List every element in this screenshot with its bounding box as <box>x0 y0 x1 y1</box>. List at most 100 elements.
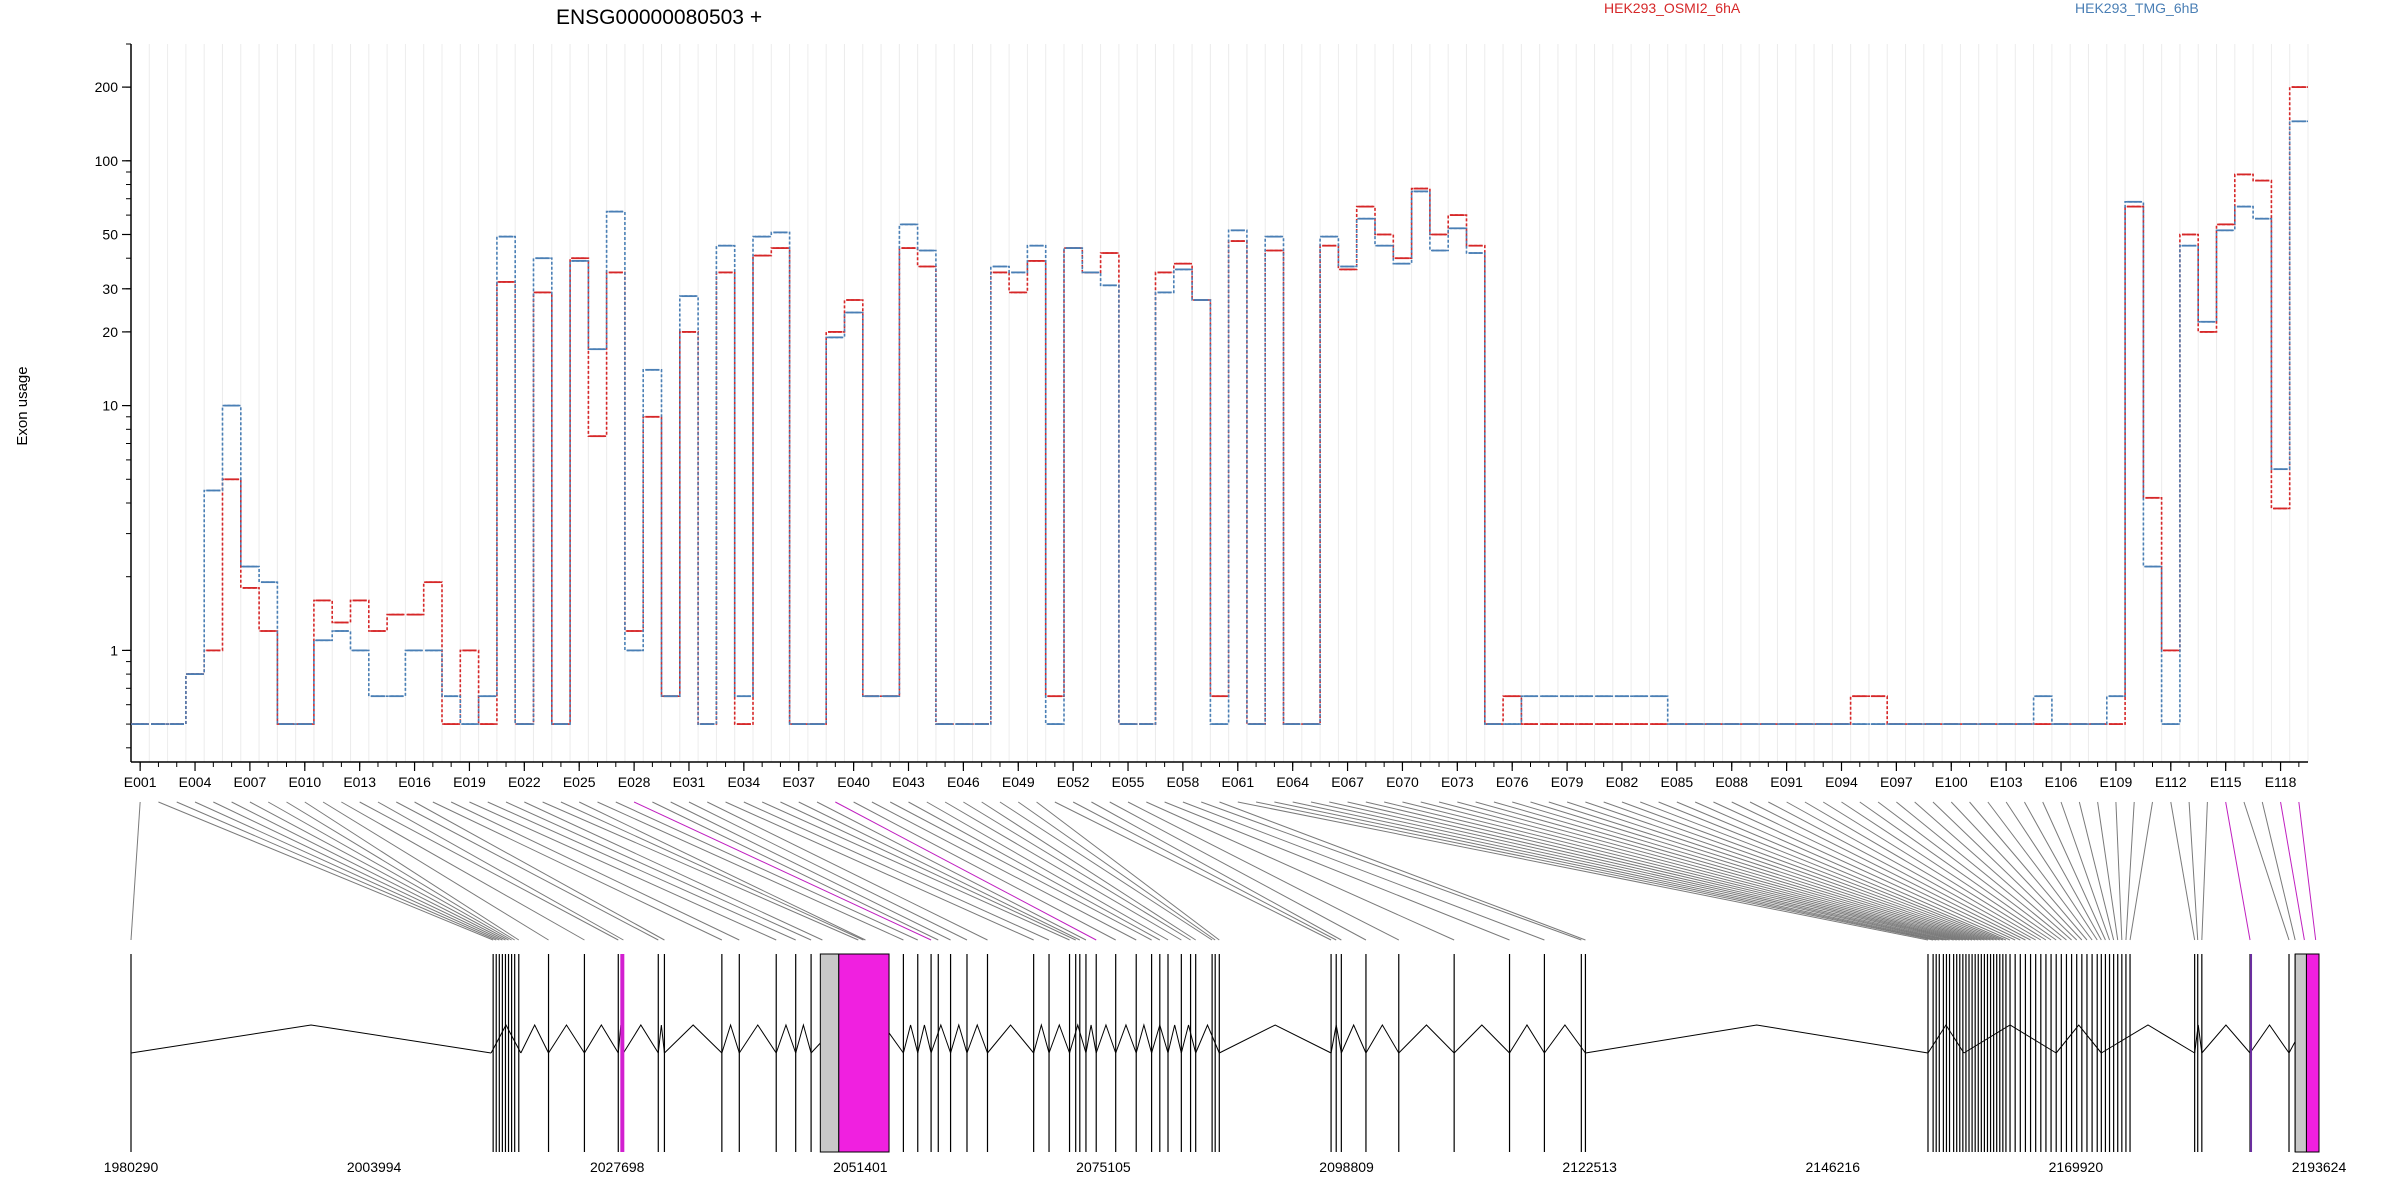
connector-line <box>652 801 939 941</box>
intron-line <box>583 1024 619 1054</box>
intron-line <box>1219 1024 1332 1054</box>
x-tick-label: E085 <box>1661 774 1694 790</box>
grid-lines <box>130 44 2309 762</box>
intron-line <box>1544 1024 1586 1054</box>
connector-line <box>1566 801 1988 941</box>
x-tick-label: E010 <box>288 774 321 790</box>
connector-line <box>524 801 823 941</box>
connector-line <box>853 801 1116 941</box>
connector-line <box>1420 801 1963 941</box>
connector-line <box>1841 801 2052 941</box>
connector-line <box>2170 801 2196 941</box>
x-tick-label: E112 <box>2155 774 2187 790</box>
x-tick-label: E076 <box>1496 774 1529 790</box>
intron-line <box>1398 1024 1455 1054</box>
connector-line <box>2201 801 2208 941</box>
connector-line <box>1987 801 2093 941</box>
connector-line <box>267 801 512 941</box>
connector-line <box>2042 801 2106 941</box>
connector-line <box>2280 801 2305 941</box>
x-tick-label: E097 <box>1880 774 1913 790</box>
y-axis-label: Exon usage <box>14 366 31 445</box>
connector-line <box>2261 801 2296 941</box>
x-tick-label: E043 <box>892 774 925 790</box>
x-tick-label: E016 <box>398 774 431 790</box>
connector-line <box>1219 801 1586 941</box>
intron-line <box>1509 1024 1545 1054</box>
intron-line <box>2055 1024 2102 1054</box>
x-tick-label: E037 <box>782 774 815 790</box>
x-tick-label: E082 <box>1606 774 1639 790</box>
connector-line <box>1621 801 1997 941</box>
connector-line <box>1347 801 1950 941</box>
connector-line <box>304 801 520 941</box>
connector-line <box>322 801 549 941</box>
connector-line <box>2024 801 2102 941</box>
exon-block <box>838 953 890 1153</box>
connector-line <box>1036 801 1220 941</box>
connector-line <box>1127 801 1399 941</box>
connector-line <box>231 801 506 941</box>
series-1 <box>131 86 2308 725</box>
x-tick-label: E013 <box>343 774 376 790</box>
intron-line <box>902 1024 919 1054</box>
intron-line <box>490 1023 522 1054</box>
connector-line <box>341 801 585 941</box>
connector-line <box>1493 801 1976 941</box>
intron-line <box>2249 1024 2290 1054</box>
connector-line <box>1548 801 1985 941</box>
connector-line <box>1877 801 2062 941</box>
intron-line <box>950 1023 968 1054</box>
intron-line <box>1135 1023 1153 1054</box>
series-2 <box>131 120 2308 725</box>
connector-line <box>560 801 864 941</box>
connector-line <box>2078 801 2115 941</box>
connector-line <box>1658 801 2004 941</box>
exon-connector-lines <box>130 801 2317 941</box>
connector-line <box>1603 801 1994 941</box>
connector-line <box>414 801 665 941</box>
x-tick-label: E046 <box>947 774 980 790</box>
intron-line <box>917 1024 932 1054</box>
connector-line <box>963 801 1191 941</box>
chart-title: ENSG00000080503 + <box>556 6 762 29</box>
connector-line <box>597 801 904 941</box>
y-tick-label: 10 <box>102 398 118 414</box>
series-lines <box>131 86 2308 725</box>
connector-line <box>1274 801 1937 941</box>
x-tick-label: E070 <box>1386 774 1419 790</box>
connector-line <box>981 801 1196 941</box>
x-tick-label: E001 <box>124 774 157 790</box>
connector-line <box>780 801 1076 941</box>
y-tick-label: 1 <box>110 642 118 658</box>
intron-line <box>1115 1023 1137 1054</box>
series-line <box>131 86 2308 725</box>
x-tick-label: E007 <box>234 774 267 790</box>
connector-line <box>2225 801 2251 941</box>
intron-line <box>2194 1024 2203 1054</box>
intron-line <box>548 1024 585 1054</box>
x-tick-label: E079 <box>1551 774 1584 790</box>
x-tick-label: E088 <box>1715 774 1748 790</box>
intron-line <box>1330 1024 1342 1054</box>
connector-line <box>377 801 624 941</box>
connector-line <box>926 801 1169 941</box>
connector-line <box>1017 801 1216 941</box>
connector-line <box>1164 801 1510 941</box>
intron-line <box>1365 1024 1400 1054</box>
x-tick-label: E025 <box>563 774 596 790</box>
x-tick-label: E049 <box>1002 774 1035 790</box>
connector-line <box>1896 801 2067 941</box>
intron-line <box>966 1023 988 1054</box>
connector-line <box>1329 801 1947 941</box>
y-tick-label: 30 <box>102 281 118 297</box>
connector-line <box>359 801 619 941</box>
connector-line <box>761 801 1070 941</box>
intron-line <box>1195 1023 1220 1054</box>
genomic-tick-label: 2146216 <box>1806 1159 1861 1175</box>
intron-line <box>2101 1024 2195 1054</box>
connector-line <box>1950 801 2083 941</box>
connector-line <box>158 801 494 941</box>
x-tick-label: E022 <box>508 774 541 790</box>
